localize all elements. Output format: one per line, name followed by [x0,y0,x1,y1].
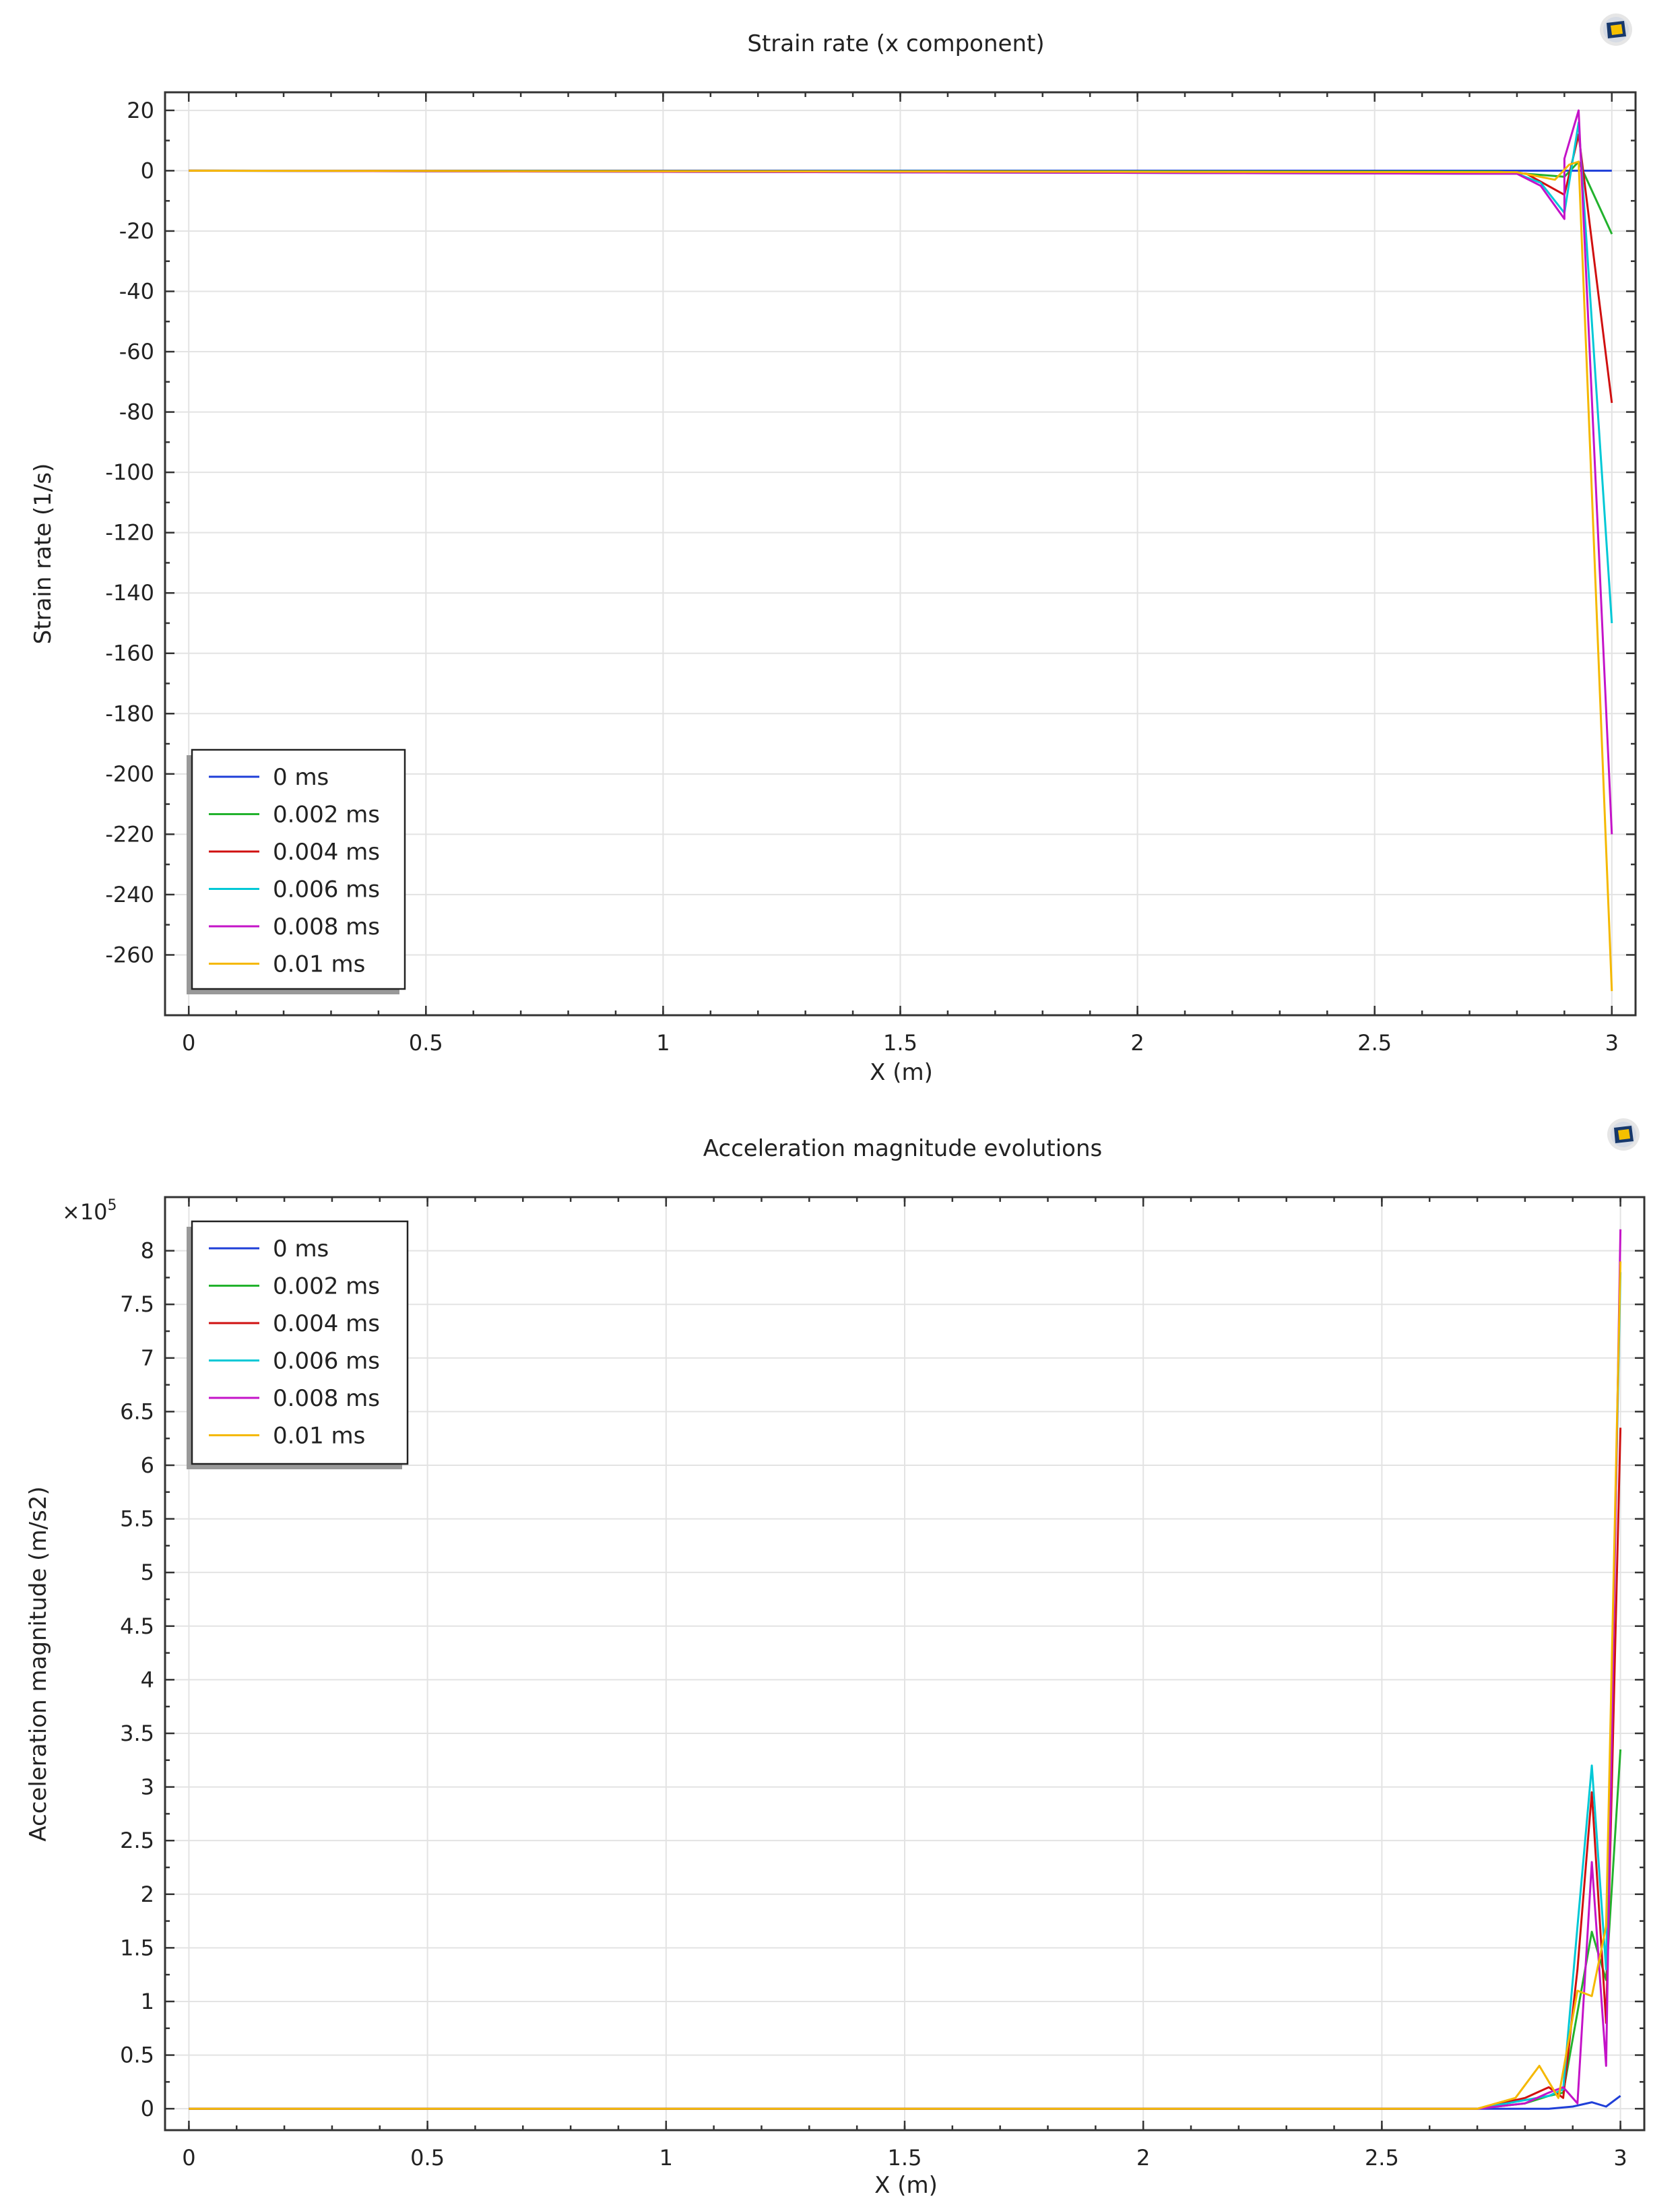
y-tick-label: 0 [141,2096,154,2121]
y-tick-label: -240 [105,882,154,907]
x-tick-label: 0 [182,2145,195,2171]
y-tick-label: 6 [141,1452,154,1478]
legend: 0 ms 0.002 ms 0.004 ms 0.006 ms 0.008 ms 0.01… [187,748,406,994]
y-tick-label: 8 [141,1238,154,1264]
y-axis-label: Strain rate (1/s) [30,463,57,645]
y-tick-label: 3.5 [120,1721,154,1746]
y-tick-label: 0.5 [120,2043,154,2068]
x-tick-label: 1.5 [883,1030,917,1056]
y-tick-label: -200 [105,761,154,787]
series-lines [189,1229,1622,2110]
axis-multiplier: ×105 [62,1197,117,1225]
y-tick-label: -100 [105,459,154,485]
x-tick-label: 2.5 [1357,1030,1392,1056]
y-tick-label: -20 [119,218,154,244]
x-tick-label: 2 [1136,2145,1150,2171]
y-tick-label: 2 [141,1882,154,1907]
y-tick-label: -120 [105,520,154,546]
y-tick-label: -80 [119,399,154,425]
y-tick-label: 5 [141,1560,154,1585]
legend-label: 0.006 ms [273,1348,380,1375]
legend-label: 0.008 ms [273,1385,380,1412]
series-lines [189,109,1613,992]
comsol-logo-icon[interactable] [1607,1118,1640,1151]
x-tick-label: 0.5 [410,2145,445,2171]
acceleration-chart: Acceleration magnitude evolutions 0 0.5 1 1… [25,1118,1646,2199]
series-line-5 [189,160,1613,992]
y-tick-label: -160 [105,641,154,666]
x-tick-label: 0.5 [409,1030,443,1056]
y-tick-label: 5.5 [120,1506,154,1532]
y-tick-label: 6.5 [120,1399,154,1424]
y-tick-label: -40 [119,278,154,304]
x-tick-label: 1 [659,2145,673,2171]
legend-label: 0.004 ms [273,1310,380,1337]
y-tick-label: 1.5 [120,1935,154,1960]
y-tick-label: 7 [141,1345,154,1371]
legend-label: 0.01 ms [273,951,365,978]
y-tick-label: -180 [105,701,154,726]
series-line-5 [189,1261,1622,2110]
comsol-logo-icon[interactable] [1600,13,1632,46]
x-tick-label: 1.5 [888,2145,922,2171]
x-tick-label: 0 [182,1030,195,1056]
legend-box [191,748,406,990]
x-tick-label: 3 [1613,2145,1627,2171]
grid-lines [165,92,1636,1015]
strain-rate-chart: Strain rate (x component) 0 0.5 1 1.5 2 2.5 3 2… [30,13,1637,1086]
chart-title: Strain rate (x component) [747,30,1044,57]
legend-label: 0.008 ms [273,914,380,940]
series-line-4 [189,109,1613,835]
y-tick-label: -260 [105,942,154,967]
x-axis-label: X (m) [870,1059,933,1086]
legend-box [191,1220,409,1465]
y-tick-label: 2.5 [120,1828,154,1853]
y-tick-label: -220 [105,821,154,847]
y-tick-label: 0 [141,158,154,183]
y-tick-label: 7.5 [120,1291,154,1317]
legend-label: 0.004 ms [273,839,380,866]
y-tick-label: -60 [119,339,154,364]
legend-label: 0.002 ms [273,802,380,829]
y-tick-label: 3 [141,1774,154,1800]
axis-ticks: 0 0.5 1 1.5 2 2.5 3 20 0 -20 -40 -60 -80 -100 -120 -140… [105,92,1636,1056]
x-tick-label: 2 [1130,1030,1144,1056]
series-line-4 [189,1229,1622,2110]
legend-label: 0 ms [273,1236,329,1262]
y-axis-label: Acceleration magnitude (m/s2) [25,1486,52,1841]
x-tick-label: 3 [1605,1030,1619,1056]
legend-label: 0.006 ms [273,876,380,903]
legend-label: 0.01 ms [273,1423,365,1450]
axis-ticks: 0 0.5 1 1.5 2 2.5 3 0 0.5 1 1.5 2 2.5 3 3.5 4 4.5 5 5.5 6 6.… [120,1197,1644,2171]
legend: 0 ms 0.002 ms 0.004 ms 0.006 ms 0.008 ms 0.01… [187,1220,409,1469]
x-tick-label: 2.5 [1365,2145,1399,2171]
series-line-3 [189,1272,1622,2110]
x-tick-label: 1 [656,1030,670,1056]
chart-title: Acceleration magnitude evolutions [703,1135,1102,1162]
x-axis-label: X (m) [874,2172,938,2199]
y-tick-label: 4 [141,1667,154,1692]
y-tick-label: -140 [105,580,154,606]
y-tick-label: 20 [127,98,154,123]
legend-label: 0.002 ms [273,1273,380,1300]
legend-label: 0 ms [273,764,329,791]
y-tick-label: 4.5 [120,1613,154,1639]
y-tick-label: 1 [141,1989,154,2014]
